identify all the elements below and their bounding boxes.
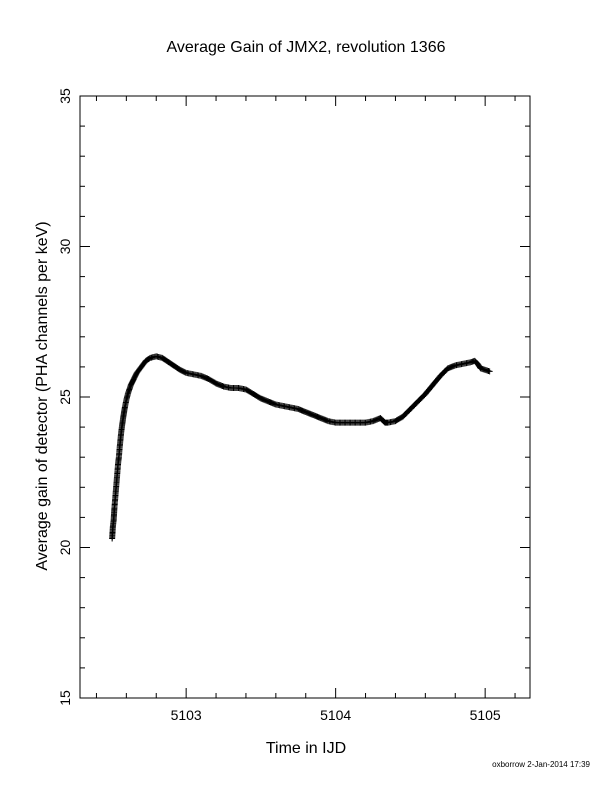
x-tick-label: 5104 [320, 707, 351, 723]
y-tick-label: 35 [57, 88, 73, 104]
plot-frame [79, 95, 531, 699]
y-tick-label: 30 [57, 239, 73, 255]
y-axis-label: Average gain of detector (PHA channels p… [34, 221, 51, 570]
x-tick-label: 5105 [470, 707, 501, 723]
axis-ticks [80, 95, 530, 699]
footer-stamp: oxborrow 2-Jan-2014 17:39 [492, 760, 590, 769]
chart-title: Average Gain of JMX2, revolution 1366 [167, 39, 446, 56]
data-points [109, 353, 493, 542]
x-tick-label: 5103 [171, 707, 202, 723]
y-tick-label: 20 [57, 540, 73, 556]
y-tick-label: 15 [57, 690, 73, 706]
data-point [486, 368, 493, 375]
axis-tick-labels: 5103 5104 5105 15 20 25 30 35 [57, 88, 501, 723]
y-tick-label: 25 [57, 389, 73, 405]
x-axis-label: Time in IJD [266, 740, 346, 757]
